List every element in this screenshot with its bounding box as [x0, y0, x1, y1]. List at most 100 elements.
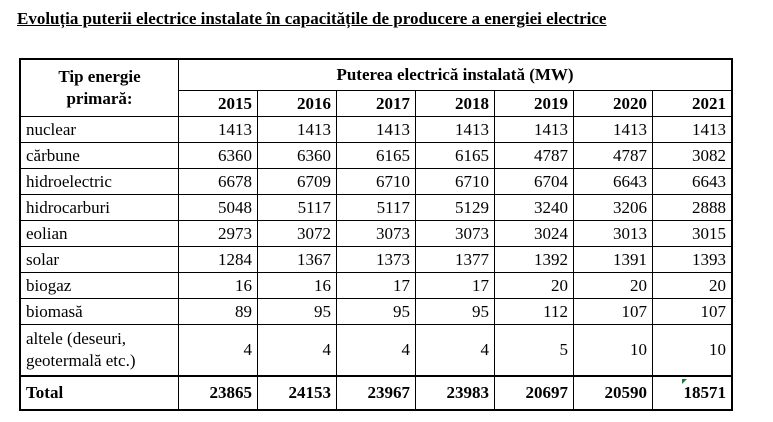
cell-value: 3015 — [652, 220, 733, 247]
cell-value: 95 — [415, 298, 495, 325]
table-row: altele (deseuri, geotermală etc.) 4 4 4 … — [19, 324, 733, 377]
cell-value: 16 — [178, 272, 258, 299]
total-row: Total 23865 24153 23967 23983 20697 2059… — [19, 375, 733, 411]
cell-value: 4787 — [494, 142, 574, 169]
cell-value: 3206 — [573, 194, 653, 221]
cell-value: 3240 — [494, 194, 574, 221]
cell-value: 5048 — [178, 194, 258, 221]
year-header: 2017 — [336, 90, 416, 117]
cell-value: 6643 — [652, 168, 733, 195]
cell-value: 5117 — [336, 194, 416, 221]
cell-value: 10 — [652, 324, 733, 377]
row-label: nuclear — [19, 116, 179, 143]
cell-value: 6165 — [336, 142, 416, 169]
table-row: solar 1284 1367 1373 1377 1392 1391 1393 — [19, 246, 733, 273]
cell-value: 107 — [652, 298, 733, 325]
energy-type-header-line2: primară: — [66, 89, 133, 108]
cell-value: 1392 — [494, 246, 574, 273]
cell-value: 17 — [336, 272, 416, 299]
total-value: 23967 — [336, 375, 416, 411]
table-row: hidrocarburi 5048 5117 5117 5129 3240 32… — [19, 194, 733, 221]
row-label: eolian — [19, 220, 179, 247]
cell-value: 112 — [494, 298, 574, 325]
year-header: 2020 — [573, 90, 653, 117]
cell-value: 3073 — [336, 220, 416, 247]
cell-value: 4787 — [573, 142, 653, 169]
table-row: eolian 2973 3072 3073 3073 3024 3013 301… — [19, 220, 733, 247]
cell-value: 4 — [178, 324, 258, 377]
cell-value: 1393 — [652, 246, 733, 273]
cell-value: 4 — [257, 324, 337, 377]
row-label: solar — [19, 246, 179, 273]
total-value: 20697 — [494, 375, 574, 411]
cell-value: 1413 — [494, 116, 574, 143]
year-header: 2015 — [178, 90, 258, 117]
cell-value: 5129 — [415, 194, 495, 221]
cell-value: 1413 — [652, 116, 733, 143]
year-header: 2019 — [494, 90, 574, 117]
cell-value: 2973 — [178, 220, 258, 247]
total-value: 24153 — [257, 375, 337, 411]
cell-value: 6678 — [178, 168, 258, 195]
row-label: biomasă — [19, 298, 179, 325]
document-title: Evoluția puterii electrice instalate în … — [17, 9, 607, 28]
energy-type-header: Tip energie primară: — [19, 58, 179, 117]
total-label: Total — [19, 375, 179, 411]
cell-value: 1413 — [178, 116, 258, 143]
cell-value: 16 — [257, 272, 337, 299]
cell-value: 95 — [257, 298, 337, 325]
installed-power-header: Puterea electrică instalată (MW) — [178, 58, 733, 91]
cell-value: 89 — [178, 298, 258, 325]
cell-value: 20 — [573, 272, 653, 299]
cell-value: 6709 — [257, 168, 337, 195]
cell-value: 6704 — [494, 168, 574, 195]
cell-value: 1413 — [415, 116, 495, 143]
cell-value: 1367 — [257, 246, 337, 273]
cell-value: 6710 — [336, 168, 416, 195]
cell-value: 1377 — [415, 246, 495, 273]
cell-value: 2888 — [652, 194, 733, 221]
row-label: hidrocarburi — [19, 194, 179, 221]
row-label-line1: altele (deseuri, — [26, 329, 127, 348]
cell-value: 3024 — [494, 220, 574, 247]
cell-value: 5117 — [257, 194, 337, 221]
row-label: biogaz — [19, 272, 179, 299]
table-row: cărbune 6360 6360 6165 6165 4787 4787 30… — [19, 142, 733, 169]
cell-value: 3013 — [573, 220, 653, 247]
row-label-line2: geotermală etc.) — [26, 351, 136, 370]
cell-value: 4 — [415, 324, 495, 377]
cell-value: 1284 — [178, 246, 258, 273]
cell-value: 1413 — [257, 116, 337, 143]
table-row: biogaz 16 16 17 17 20 20 20 — [19, 272, 733, 299]
cell-value: 3082 — [652, 142, 733, 169]
year-header: 2018 — [415, 90, 495, 117]
cell-comment-marker — [682, 379, 687, 384]
total-value: 20590 — [573, 375, 653, 411]
cell-value: 3073 — [415, 220, 495, 247]
power-capacity-table: Tip energie primară: Puterea electrică i… — [19, 58, 733, 411]
row-label: cărbune — [19, 142, 179, 169]
cell-value: 1413 — [573, 116, 653, 143]
cell-value: 3072 — [257, 220, 337, 247]
row-label: altele (deseuri, geotermală etc.) — [19, 324, 179, 377]
cell-value: 1413 — [336, 116, 416, 143]
cell-value: 20 — [494, 272, 574, 299]
table-row: nuclear 1413 1413 1413 1413 1413 1413 14… — [19, 116, 733, 143]
cell-value: 6643 — [573, 168, 653, 195]
cell-value: 95 — [336, 298, 416, 325]
year-header-row: 2015 2016 2017 2018 2019 2020 2021 — [20, 90, 733, 117]
cell-value: 10 — [573, 324, 653, 377]
cell-value: 4 — [336, 324, 416, 377]
cell-value: 6710 — [415, 168, 495, 195]
year-header: 2021 — [652, 90, 733, 117]
year-header: 2016 — [257, 90, 337, 117]
cell-value: 20 — [652, 272, 733, 299]
cell-value: 6360 — [257, 142, 337, 169]
table-header-row: Tip energie primară: Puterea electrică i… — [19, 58, 733, 117]
cell-value: 17 — [415, 272, 495, 299]
cell-value: 6360 — [178, 142, 258, 169]
row-label: hidroelectric — [19, 168, 179, 195]
total-value: 23983 — [415, 375, 495, 411]
cell-value: 1373 — [336, 246, 416, 273]
table-row: biomasă 89 95 95 95 112 107 107 — [19, 298, 733, 325]
